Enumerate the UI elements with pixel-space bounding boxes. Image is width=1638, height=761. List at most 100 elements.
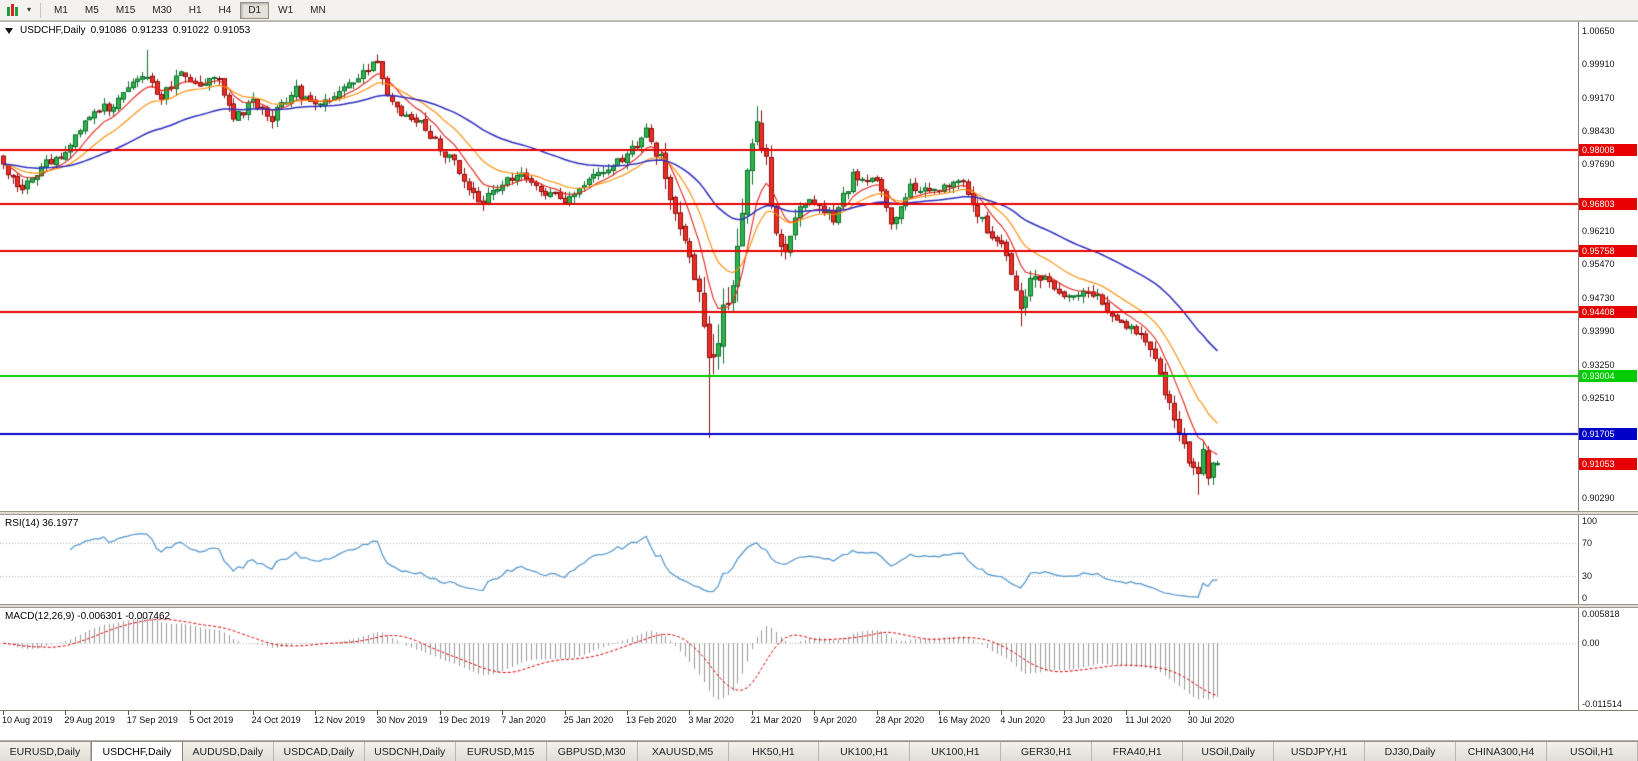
chart-tab-gbpusd-m30[interactable]: GBPUSD,M30 — [546, 742, 638, 761]
timeframe-button-H1[interactable]: H1 — [188, 4, 202, 16]
time-axis-tick — [439, 711, 441, 715]
price-axis: 1.00650 0.99910 0.99170 0.98430 0.97690 0.962… — [1578, 22, 1638, 511]
price-level-badge: 0.95758 — [1579, 245, 1637, 258]
chart-menu-icon[interactable] — [5, 27, 13, 34]
timeframe-button-H4[interactable]: H4 — [218, 4, 232, 16]
chart-tab-usdcad-daily[interactable]: USDCAD,Daily — [273, 742, 365, 761]
time-axis-label: 3 Mar 2020 — [688, 715, 734, 725]
chart-tab-usdchf-daily[interactable]: USDCHF,Daily — [90, 742, 183, 761]
rsi-panel: RSI(14) 36.1977 100 70 30 0 — [0, 515, 1638, 604]
timeframe-button-M30[interactable]: M30 — [152, 4, 172, 16]
chart-type-dropdown-button[interactable]: ▾ — [23, 2, 35, 19]
macd-panel: MACD(12,26,9) -0.006301 -0.007462 0.0058… — [0, 608, 1638, 710]
time-axis-tick — [1188, 711, 1190, 715]
timeframe-button-W1[interactable]: W1 — [278, 4, 294, 16]
timeframe-button-MN[interactable]: MN — [310, 4, 326, 16]
price-axis-tick: 0.98430 — [1582, 126, 1615, 137]
price-level-badge: 0.96803 — [1579, 198, 1637, 211]
toolbar-separator — [40, 2, 42, 18]
panel-splitter-rsi[interactable] — [0, 511, 1638, 515]
chart-tab-ger30-h1[interactable]: GER30,H1 — [1001, 742, 1093, 761]
chart-type-button[interactable] — [3, 2, 22, 19]
chart-tab-fra40-h1[interactable]: FRA40,H1 — [1092, 742, 1184, 761]
time-axis-label: 23 Jun 2020 — [1062, 715, 1113, 725]
time-axis-label: 16 May 2020 — [938, 715, 991, 725]
chart-tab-eurusd-daily[interactable]: EURUSD,Daily — [0, 742, 91, 761]
time-axis[interactable]: 10 Aug 2019 29 Aug 2019 17 Sep 2019 5 Oct 2… — [0, 710, 1638, 740]
time-axis-tick — [689, 711, 691, 715]
time-axis-tick — [939, 711, 940, 715]
timeframe-button-M1[interactable]: M1 — [54, 4, 68, 16]
chart-tab-usdcnh-daily[interactable]: USDCNH,Daily — [364, 742, 456, 761]
macd-chart-canvas[interactable] — [0, 608, 1578, 710]
ohlc-open: 0.91086 — [90, 25, 127, 36]
chart-tab-usoil-daily[interactable]: USOil,Daily — [1183, 742, 1275, 761]
time-axis-tick — [751, 711, 753, 715]
macd-plot: MACD(12,26,9) -0.006301 -0.007462 — [0, 608, 1578, 710]
chart-tab-usoil-h1[interactable]: USOil,H1 — [1546, 742, 1638, 761]
price-axis-tick: 1.00650 — [1582, 26, 1615, 36]
timeframe-button-M5[interactable]: M5 — [84, 4, 99, 16]
price-axis-tick: 0.92510 — [1582, 392, 1615, 403]
price-level-badge: 0.98008 — [1579, 144, 1637, 157]
chevron-down-icon: ▾ — [27, 5, 32, 14]
price-axis-tick: 0.99910 — [1582, 59, 1615, 70]
macd-axis-tick: 0.00 — [1582, 638, 1600, 649]
time-axis-label: 7 Jan 2020 — [501, 715, 546, 725]
time-axis-label: 4 Jun 2020 — [1000, 715, 1045, 725]
ohlc-close: 0.91053 — [214, 25, 251, 36]
time-axis-tick — [876, 711, 878, 715]
time-axis-tick — [502, 711, 504, 715]
rsi-axis-tick: 70 — [1582, 537, 1593, 548]
time-axis-label: 19 Dec 2019 — [438, 715, 490, 725]
time-axis-label: 28 Apr 2020 — [875, 715, 925, 725]
chart-tab-uk100-h1[interactable]: UK100,H1 — [910, 742, 1002, 761]
price-axis-tick: 0.99170 — [1582, 92, 1615, 103]
time-axis-label: 25 Jan 2020 — [563, 715, 614, 725]
panel-splitter-macd[interactable] — [0, 604, 1638, 608]
price-axis-tick: 0.93990 — [1582, 326, 1615, 337]
rsi-label: RSI(14) 36.1977 — [5, 518, 79, 529]
chart-tab-china300-h4[interactable]: CHINA300,H4 — [1456, 742, 1547, 761]
chart-tab-usdjpy-h1[interactable]: USDJPY,H1 — [1274, 742, 1366, 761]
price-level-badge: 0.94408 — [1579, 306, 1637, 319]
time-axis-tick — [814, 711, 816, 715]
macd-axis: 0.005818 0.00 -0.011514 — [1578, 608, 1638, 710]
timeframe-button-D1[interactable]: D1 — [240, 1, 270, 19]
time-axis-tick — [65, 711, 67, 715]
chart-tab-audusd-daily[interactable]: AUDUSD,Daily — [182, 742, 274, 761]
chart-tab-xauusd-m5[interactable]: XAUUSD,M5 — [637, 742, 729, 761]
rsi-chart-canvas[interactable] — [0, 515, 1578, 604]
timeframe-toolbar: ▾ M1 M5 M15 M30 H1 H4 D1 W1 MN — [0, 0, 1638, 21]
time-axis-label: 11 Jul 2020 — [1125, 715, 1172, 725]
time-axis-tick — [1001, 711, 1003, 715]
macd-axis-tick: -0.011514 — [1582, 699, 1622, 709]
macd-axis-tick: 0.005818 — [1582, 609, 1620, 619]
chart-window: USDCHF,Daily 0.91086 0.91233 0.91022 0.9… — [0, 21, 1638, 741]
chart-title: USDCHF,Daily 0.91086 0.91233 0.91022 0.9… — [5, 25, 250, 36]
time-axis-tick — [1063, 711, 1065, 715]
time-axis-label: 12 Nov 2019 — [314, 715, 366, 725]
rsi-axis: 100 70 30 0 — [1578, 515, 1638, 604]
price-axis-tick: 0.90290 — [1582, 492, 1615, 503]
chart-tab-dj30-daily[interactable]: DJ30,Daily — [1365, 742, 1456, 761]
rsi-axis-tick: 0 — [1582, 593, 1588, 603]
chart-tab-hk50-h1[interactable]: HK50,H1 — [728, 742, 820, 761]
time-axis-tick — [252, 711, 254, 715]
time-axis-label: 29 Aug 2019 — [64, 715, 115, 725]
price-axis-tick: 0.93250 — [1582, 359, 1615, 370]
timeframe-button-M15[interactable]: M15 — [115, 4, 136, 16]
price-level-badge: 0.91705 — [1579, 428, 1637, 441]
price-level-badge: 0.93004 — [1579, 369, 1637, 382]
time-axis-tick — [1126, 711, 1128, 715]
time-axis-label: 17 Sep 2019 — [126, 715, 178, 725]
candlestick-chart-icon — [7, 4, 18, 16]
time-axis-label: 5 Oct 2019 — [189, 715, 234, 725]
time-axis-label: 9 Apr 2020 — [813, 715, 857, 725]
time-axis-tick — [315, 711, 316, 715]
chart-tab-uk100-h1[interactable]: UK100,H1 — [819, 742, 911, 761]
price-chart-canvas[interactable] — [0, 22, 1578, 511]
time-axis-label: 21 Mar 2020 — [750, 715, 802, 725]
chart-tab-eurusd-m15[interactable]: EURUSD,M15 — [455, 742, 547, 761]
